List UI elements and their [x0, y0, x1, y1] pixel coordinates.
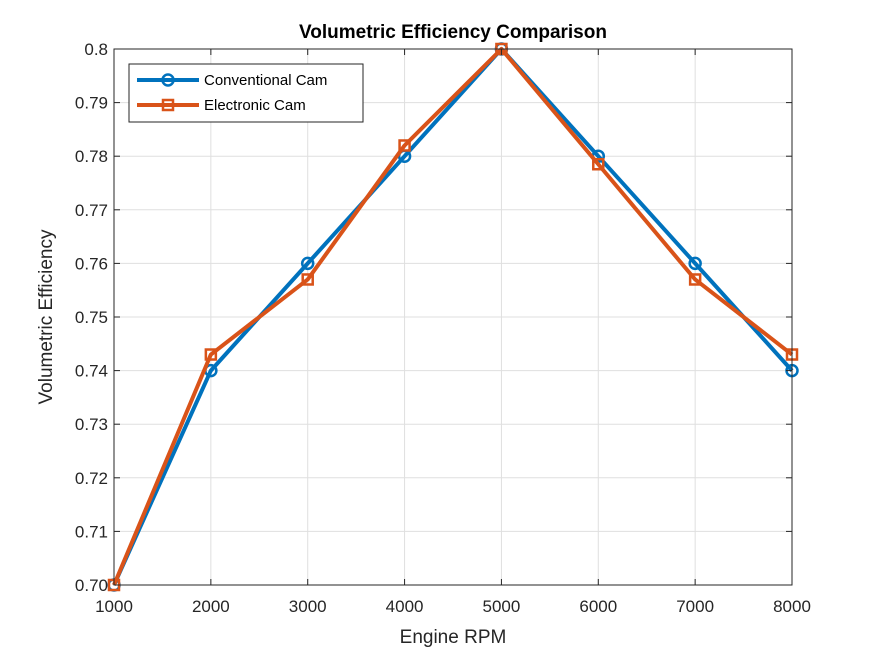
y-tick-label: 0.75	[75, 308, 108, 327]
x-tick-label: 5000	[483, 597, 521, 616]
y-tick-label: 0.73	[75, 415, 108, 434]
x-axis-title: Engine RPM	[400, 627, 507, 648]
legend-label: Electronic Cam	[204, 97, 306, 114]
data-point	[592, 157, 605, 171]
legend-marker-circle	[161, 73, 175, 87]
x-tick-label: 6000	[579, 597, 617, 616]
chart-title: Volumetric Efficiency Comparison	[299, 22, 607, 43]
y-tick-label: 0.77	[75, 201, 108, 220]
x-tick-label: 2000	[192, 597, 230, 616]
y-tick-label: 0.71	[75, 522, 108, 541]
y-tick-label: 0.76	[75, 254, 108, 273]
y-tick-label: 0.78	[75, 147, 108, 166]
legend-marker-square	[161, 98, 175, 112]
series-line-1	[112, 47, 794, 586]
y-tick-label: 0.74	[75, 362, 108, 381]
x-tick-label: 8000	[773, 597, 811, 616]
data-point	[301, 273, 314, 286]
x-tick-label: 1000	[95, 597, 133, 616]
y-tick-label: 0.70	[75, 576, 108, 595]
legend-label: Conventional Cam	[204, 72, 327, 89]
data-point	[300, 256, 315, 271]
data-point	[204, 348, 218, 361]
y-tick-label: 0.72	[75, 469, 108, 488]
ticks: 1000 2000 3000 4000 5000 6000 7000 8000 0.70 0.71…	[75, 40, 811, 616]
legend: Conventional Cam Electronic Cam	[128, 63, 364, 123]
x-tick-label: 4000	[386, 597, 424, 616]
data-point	[688, 256, 702, 271]
data-point	[688, 273, 702, 286]
x-tick-label: 7000	[676, 597, 714, 616]
y-tick-label: 0.79	[75, 94, 108, 113]
data-point	[398, 139, 411, 152]
y-axis-title: Volumetric Efficiency	[36, 229, 57, 404]
y-tick-label: 0.8	[84, 40, 108, 59]
x-tick-label: 3000	[289, 597, 327, 616]
series-line-2	[112, 47, 794, 586]
